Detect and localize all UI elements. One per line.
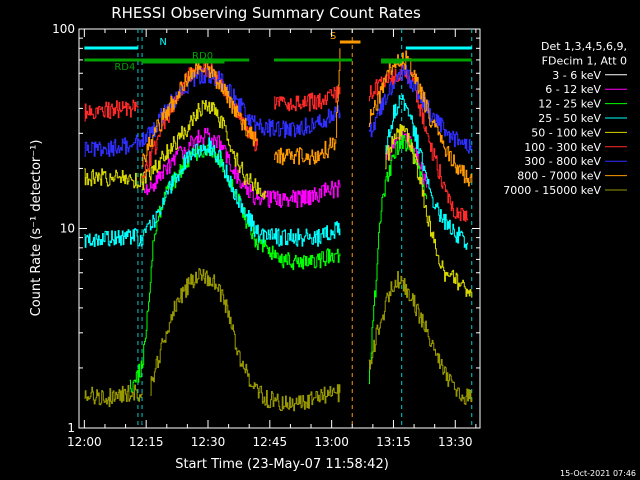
series-line xyxy=(368,63,469,222)
series-line xyxy=(368,271,473,405)
legend-header: FDecim 1, Att 0 xyxy=(542,54,627,67)
x-tick-label: 13:30 xyxy=(438,435,473,449)
axes: 1 10 100 12:00 12:15 12:30 12:45 13:00 13:15 13:3… xyxy=(52,22,480,449)
legend-label: 3 - 6 keV xyxy=(552,69,601,82)
y-axis-label: Count Rate (s⁻¹ detector⁻¹) xyxy=(29,140,44,317)
series-line xyxy=(84,384,143,408)
y-tick-label: 10 xyxy=(60,222,75,236)
x-tick-label: 12:00 xyxy=(67,435,102,449)
flag-bars: RD0 RD4 N S xyxy=(84,31,472,73)
x-tick-label: 12:30 xyxy=(191,435,226,449)
legend-header: Det 1,3,4,5,6,9, xyxy=(541,40,627,53)
y-tick-label: 100 xyxy=(52,22,75,36)
series-line xyxy=(142,62,258,167)
series-line xyxy=(385,94,469,250)
vertical-markers xyxy=(137,29,473,428)
series-line xyxy=(84,100,267,199)
flag-label: RD0 xyxy=(192,51,213,62)
legend-label: 7000 - 15000 keV xyxy=(503,184,601,197)
series-line xyxy=(385,124,473,298)
series-line xyxy=(273,86,341,112)
chart-title: RHESSI Observing Summary Count Rates xyxy=(111,4,421,22)
legend-label: 800 - 7000 keV xyxy=(517,170,601,183)
series-group xyxy=(84,48,473,424)
series-50-100-kev xyxy=(84,100,473,298)
x-tick-label: 12:15 xyxy=(129,435,164,449)
series-line xyxy=(150,268,341,412)
x-tick-label: 12:45 xyxy=(253,435,288,449)
series-line xyxy=(142,177,341,424)
series-25-50-kev xyxy=(84,94,469,250)
series-line xyxy=(84,137,341,248)
legend-label: 50 - 100 keV xyxy=(531,126,601,139)
flag-label: RD4 xyxy=(114,62,135,73)
flag-label: N xyxy=(159,37,166,48)
series-line xyxy=(368,50,473,187)
series-7000-15000-kev xyxy=(84,268,473,412)
series-line xyxy=(273,137,337,166)
series-3-6-kev xyxy=(142,168,427,424)
timestamp-label: 15-Oct-2021 07:46 xyxy=(560,469,636,478)
series-line xyxy=(84,99,139,122)
x-axis-label: Start Time (23-May-07 11:58:42) xyxy=(175,457,389,472)
series-800-7000-kev xyxy=(142,48,473,187)
y-tick-label: 1 xyxy=(67,421,75,435)
legend-label: 300 - 800 keV xyxy=(524,155,601,168)
legend-label: 100 - 300 keV xyxy=(524,141,601,154)
series-line xyxy=(385,168,427,273)
legend-label: 6 - 12 keV xyxy=(545,83,601,96)
flag-label: S xyxy=(330,31,336,42)
legend-label: 25 - 50 keV xyxy=(538,112,601,125)
legend-label: 12 - 25 keV xyxy=(538,98,601,111)
x-tick-label: 13:15 xyxy=(376,435,411,449)
x-tick-label: 13:00 xyxy=(314,435,349,449)
series-line xyxy=(335,48,341,138)
legend: Det 1,3,4,5,6,9,FDecim 1, Att 0 3 - 6 keV… xyxy=(503,40,627,197)
series-line xyxy=(142,127,341,208)
